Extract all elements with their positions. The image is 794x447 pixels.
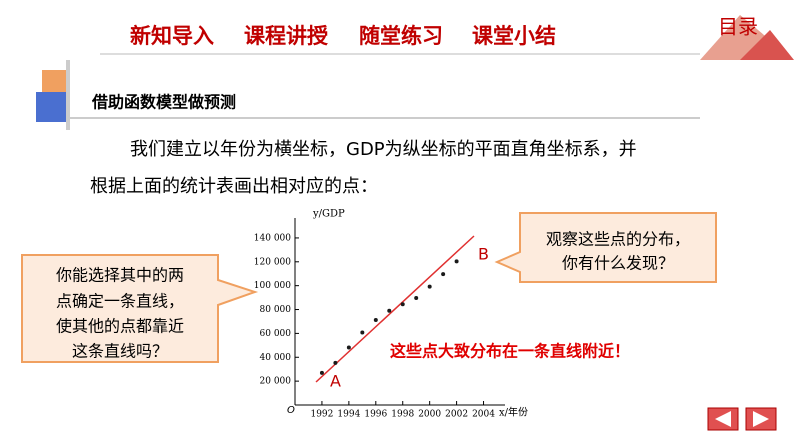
paragraph-line: 我们建立以年份为横坐标，GDP为纵坐标的平面直角坐标系，并 [130,139,637,160]
annotation: B [478,245,489,264]
y-tick-label: 40 000 [260,353,292,363]
callout-text: 观察这些点的分布， [546,230,690,249]
callout-text: 使其他的点都靠近 [56,317,184,336]
x-tick-label: 1998 [391,410,414,420]
point [360,330,365,335]
nav-item[interactable]: 随堂练习 [359,24,443,48]
x-tick-label: 1994 [337,410,360,420]
point [400,302,405,307]
point [427,284,432,289]
callout-text: 这条直线吗？ [72,342,168,361]
point [333,360,338,365]
section-title: 借助函数模型做预测 [91,93,236,112]
point [346,345,351,350]
x-tick-label: 1996 [364,410,387,420]
x-tick-label: 2002 [445,410,468,420]
point [373,318,378,323]
y-tick-label: 60 000 [260,329,292,339]
callout-left [21,254,259,363]
y-tick-label: 20 000 [260,377,292,387]
annotation: A [330,372,341,391]
y-tick-label: 140 000 [254,233,291,243]
nav-item[interactable]: 课程讲授 [244,24,329,48]
x-tick-label: 1992 [310,410,333,420]
x-tick-label: 2000 [418,410,441,420]
origin-label: O [287,405,295,416]
callout-text: 你能选择其中的两 [56,266,184,285]
x-tick-label: 2004 [472,410,495,420]
deco [36,92,70,122]
menu-button[interactable]: 目录 [718,15,758,39]
deco [66,60,70,130]
prev-icon [715,411,731,427]
fit-line [315,235,475,383]
point [454,259,459,264]
y-axis-label: y/GDP [312,209,345,220]
nav-item[interactable]: 新知导入 [130,24,214,48]
point [387,308,392,313]
y-tick-label: 80 000 [260,305,292,315]
callout-text: 点确定一条直线， [56,292,184,311]
y-tick-label: 120 000 [254,257,291,267]
x-axis-label: x/年份 [499,406,528,419]
point [319,370,324,375]
y-tick-label: 100 000 [254,281,291,291]
nav-item[interactable]: 课堂小结 [472,24,556,48]
paragraph-line: 根据上面的统计表画出相对应的点： [90,176,378,197]
callout-text: 你有什么发现？ [562,254,674,273]
menu-deco [740,30,794,60]
callout-right [494,212,717,283]
point [414,295,419,300]
next-icon [753,411,769,427]
conclusion: 这些点大致分布在一条直线附近！ [390,342,630,361]
point [441,272,446,277]
